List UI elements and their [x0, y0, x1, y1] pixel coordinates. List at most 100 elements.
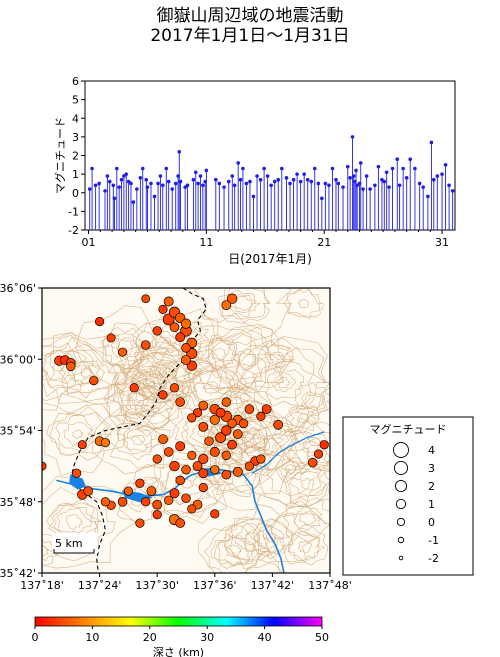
colorbar-tick-label: 30	[200, 631, 214, 644]
contour-line	[112, 380, 161, 420]
epicenter-marker	[175, 441, 186, 452]
epicenter-marker	[307, 457, 318, 468]
epicenter-marker	[71, 468, 82, 478]
contour-line	[111, 337, 140, 359]
stem-point	[241, 166, 245, 171]
stem-point	[251, 194, 256, 199]
stem-point	[152, 194, 157, 199]
chart-title-line1: 御嶽山周辺域の地震活動	[156, 6, 344, 26]
contour-line	[204, 401, 298, 476]
epicenter-marker	[140, 340, 151, 350]
contour-line	[289, 470, 327, 497]
stem-point	[350, 135, 355, 139]
legend-label: -1	[428, 534, 439, 547]
epicenter-marker	[221, 300, 232, 310]
contour-line	[301, 391, 326, 411]
contour-line	[121, 428, 152, 452]
stem-point	[262, 166, 266, 171]
contour-line	[91, 404, 180, 475]
contour-line	[296, 413, 310, 423]
stem-point	[376, 164, 381, 169]
y-tick-label: 2	[72, 150, 79, 163]
map-y-tick-label: 35˚42'	[0, 567, 36, 580]
contour-line	[155, 336, 171, 349]
contour-line	[100, 322, 157, 376]
chart-title-line2: 2017年1月1日～1月31日	[150, 26, 350, 46]
colorbar-tick-label: 10	[85, 631, 99, 644]
map-x-tick-label: 137˚30'	[135, 579, 179, 592]
stem-point	[258, 177, 263, 182]
stem-point	[309, 179, 314, 184]
stem-point	[384, 170, 389, 175]
epicenter-marker	[209, 414, 220, 425]
stem-point	[404, 176, 409, 180]
stem-point	[395, 157, 400, 162]
legend-symbol	[397, 536, 405, 544]
stem-point	[213, 177, 218, 182]
stem-point	[320, 196, 324, 201]
contour-line	[218, 288, 271, 320]
stem-point	[447, 183, 451, 188]
legend-symbol	[395, 498, 407, 510]
stem-point	[232, 183, 237, 188]
contour-line	[56, 507, 93, 533]
stem-point	[248, 179, 252, 184]
stem-point	[170, 187, 174, 191]
epicenter-marker	[181, 464, 191, 475]
stem-point	[185, 183, 190, 188]
stem-point	[117, 185, 121, 189]
scale-bar	[53, 549, 95, 554]
stem-point	[129, 181, 133, 186]
map-content	[42, 288, 330, 573]
stem-point	[316, 181, 321, 186]
contour-line	[133, 440, 233, 524]
epicenter-marker	[181, 493, 191, 503]
map-y-tick-label: 36˚00'	[0, 353, 36, 366]
epicenter-marker	[169, 383, 180, 393]
river	[251, 431, 325, 474]
epicenter-marker	[117, 496, 128, 507]
epicenter-marker	[273, 419, 284, 430]
stem-point	[276, 177, 281, 182]
stem-point	[323, 181, 328, 186]
stem-point	[236, 161, 240, 165]
legend-label: 1	[428, 498, 435, 511]
contour-line	[137, 351, 192, 394]
stem-point	[354, 168, 358, 173]
stem-point	[131, 200, 136, 204]
contour-line	[42, 332, 129, 415]
contour-line	[42, 332, 104, 402]
legend-symbol	[398, 555, 404, 561]
epicenter-marker	[175, 332, 186, 343]
contour-line	[238, 352, 256, 366]
contour-line	[252, 518, 294, 554]
epicenter-marker	[135, 518, 145, 528]
stem-point	[298, 179, 303, 184]
contour-line	[72, 429, 84, 440]
contour-line	[202, 381, 219, 395]
legend-label: 0	[428, 516, 435, 529]
epicenter-marker	[146, 486, 157, 497]
epicenter-marker	[227, 439, 238, 450]
stem-point	[166, 179, 171, 184]
epicenter-marker	[232, 429, 243, 439]
y-tick-label: 6	[72, 75, 79, 88]
epicenter-marker	[192, 461, 203, 472]
epicenter-marker	[209, 446, 220, 457]
epicenter-marker	[244, 404, 255, 414]
stem-point	[364, 174, 369, 178]
contour-line	[304, 393, 321, 410]
contour-line	[225, 544, 243, 558]
map-x-tick-label: 137˚42'	[251, 579, 295, 592]
stem-point	[204, 168, 209, 173]
epicenter-marker	[163, 296, 174, 307]
stem-point	[390, 166, 395, 171]
contour-line	[218, 534, 254, 567]
legend-title: マグニチュード	[370, 422, 447, 436]
epicenter-map: 5 km 137˚18' 137˚24' 137˚30' 137˚36' 137˚42' 1…	[0, 282, 474, 592]
contour-line	[295, 382, 330, 417]
stem-point	[226, 179, 231, 184]
stem-point	[431, 177, 436, 182]
contour-line	[262, 512, 330, 573]
